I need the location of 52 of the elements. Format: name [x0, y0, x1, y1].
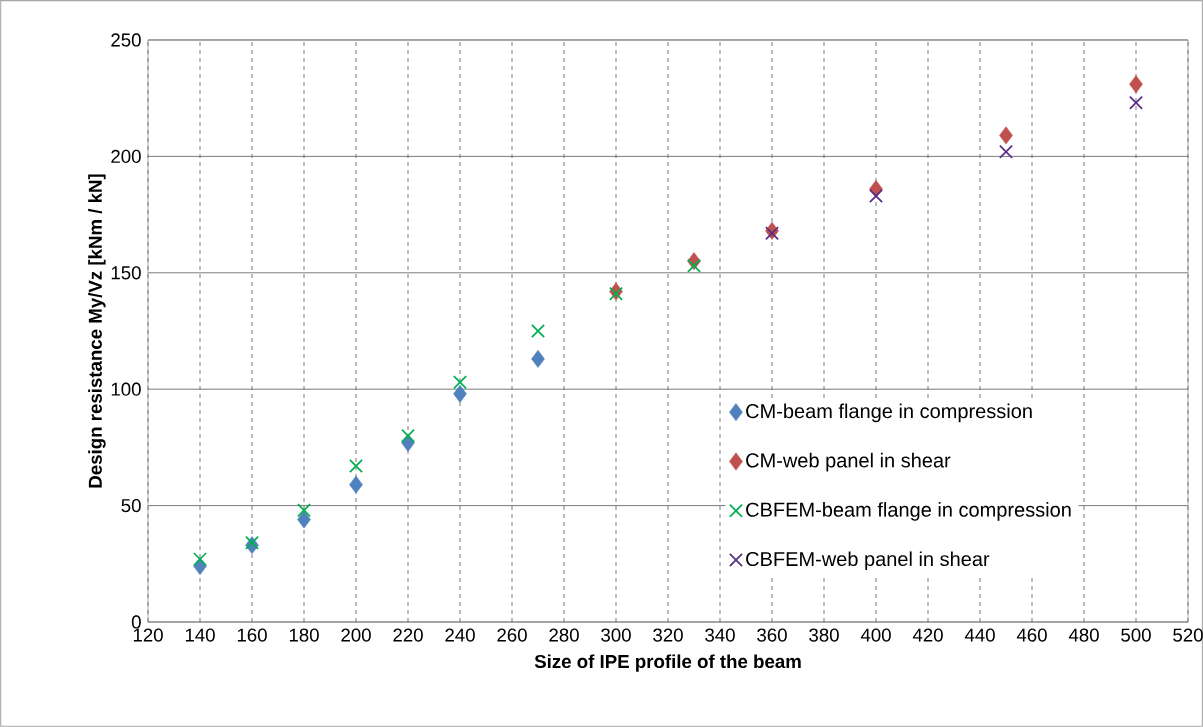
point — [453, 375, 467, 390]
x-tick-label: 300 — [601, 628, 631, 642]
point — [869, 188, 883, 203]
x-tick-label: 480 — [1068, 628, 1099, 642]
x-tick-label: 120 — [133, 628, 163, 642]
legend-label: CM-beam flange in compression — [746, 403, 1032, 423]
point — [531, 349, 545, 368]
legend-label: CBFEM-beam flange in compression — [746, 502, 1071, 521]
point — [297, 503, 312, 518]
y-axis-title: Design resistance My/Vz [kNm / kN] — [88, 174, 106, 488]
point — [765, 226, 779, 241]
point — [193, 552, 208, 567]
point — [687, 258, 701, 273]
point — [609, 286, 624, 301]
x-tick-label: 360 — [757, 628, 787, 642]
x-tick-label: 280 — [549, 628, 579, 642]
point — [999, 144, 1013, 159]
point — [297, 510, 311, 529]
x-tick-label: 220 — [393, 628, 423, 642]
x-tick-label: 460 — [1016, 628, 1047, 642]
y-tick-label: 200 — [111, 149, 141, 163]
x-tick-label: 240 — [445, 628, 475, 642]
point — [1129, 75, 1143, 94]
point — [245, 535, 260, 550]
x-tick-label: 260 — [497, 628, 527, 642]
x-tick-label: 400 — [860, 628, 891, 642]
x-tick-label: 180 — [289, 628, 319, 642]
x-tick-label: 200 — [341, 628, 371, 642]
x-tick-label: 420 — [912, 628, 943, 642]
x-tick-label: 160 — [237, 628, 267, 642]
point — [349, 475, 363, 494]
point — [531, 323, 545, 338]
point — [453, 384, 467, 403]
y-tick-label: 150 — [111, 266, 141, 280]
y-tick-label: 0 — [131, 615, 141, 629]
x-tick-label: 340 — [705, 628, 735, 642]
y-tick-label: 100 — [111, 382, 141, 396]
point — [1129, 95, 1143, 110]
x-axis-title: Size of IPE profile of the beam — [534, 654, 801, 672]
point — [349, 459, 364, 474]
x-tick-label: 140 — [185, 628, 215, 642]
x-tick-label: 440 — [964, 628, 995, 642]
x-tick-label: 520 — [1173, 628, 1203, 642]
point — [401, 428, 415, 443]
x-tick-label: 500 — [1121, 628, 1151, 642]
point — [999, 126, 1013, 145]
legend-label: CBFEM-web panel in shear — [746, 551, 990, 571]
legend-label: CM-web panel in shear — [746, 452, 951, 472]
y-tick-label: 50 — [121, 498, 141, 513]
y-tick-label: 250 — [111, 33, 141, 47]
x-tick-label: 380 — [809, 628, 839, 642]
x-tick-label: 320 — [653, 628, 683, 642]
